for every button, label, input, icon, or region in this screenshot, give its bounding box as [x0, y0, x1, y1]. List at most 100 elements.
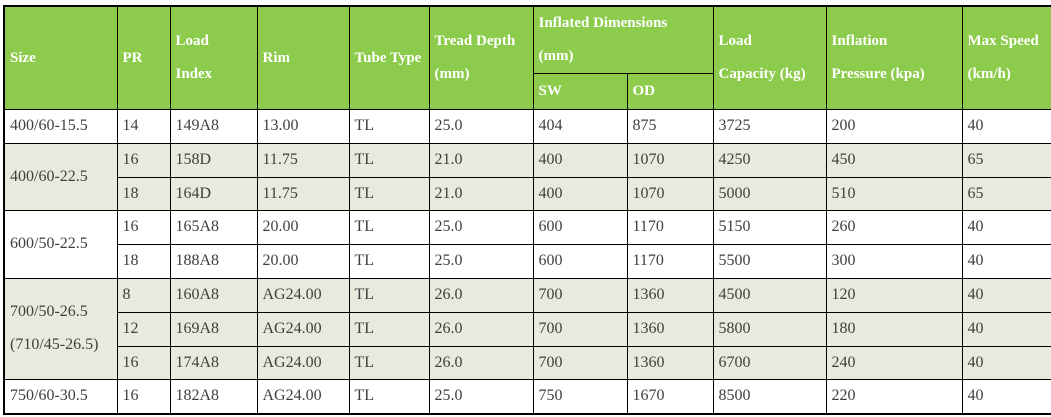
- cell-rim: 20.00: [256, 210, 350, 246]
- cell-sw: 700: [532, 277, 628, 313]
- cell-sw: 700: [532, 311, 628, 347]
- cell-tube-type: TL: [348, 345, 430, 381]
- table-body: 400/60-15.5 14 149A8 13.00 TL 25.0 404 875 3725 2…: [3, 109, 1051, 415]
- cell-tube-type: TL: [348, 379, 430, 415]
- table-row: 18 188A8 20.00 TL 25.0 600 1170 5500 300 40: [4, 244, 1051, 279]
- cell-inflation-pressure: 220: [825, 379, 963, 415]
- cell-sw: 600: [532, 210, 628, 246]
- col-header-inflation-pressure: Inflation Pressure (kpa): [825, 5, 963, 110]
- cell-inflation-pressure: 300: [825, 244, 963, 279]
- cell-load-capacity: 5000: [712, 176, 827, 212]
- col-header-tread-depth: Tread Depth (mm): [428, 5, 534, 110]
- cell-size: 400/60-22.5: [3, 142, 118, 212]
- cell-pr: 8: [116, 277, 171, 313]
- cell-inflation-pressure: 200: [825, 109, 963, 144]
- cell-inflation-pressure: 510: [825, 176, 963, 212]
- col-header-load-index: Load Index: [169, 5, 258, 110]
- cell-size: 600/50-22.5: [3, 210, 118, 279]
- table-row: 12 169A8 AG24.00 TL 26.0 700 1360 5800 180 40: [4, 311, 1051, 347]
- cell-inflation-pressure: 450: [825, 142, 963, 178]
- col-header-rim: Rim: [256, 5, 350, 110]
- table-header: Size PR Load Index Rim Tube Type Tread D…: [3, 5, 1051, 110]
- col-header-sw: SW: [532, 73, 628, 110]
- col-header-size: Size: [3, 5, 118, 110]
- cell-pr: 16: [116, 345, 171, 381]
- cell-rim: 11.75: [256, 176, 350, 212]
- cell-max-speed: 40: [961, 277, 1051, 313]
- cell-rim: AG24.00: [256, 277, 350, 313]
- cell-max-speed: 40: [961, 210, 1051, 246]
- cell-tread-depth: 21.0: [428, 176, 534, 212]
- cell-load-index: 182A8: [169, 379, 258, 415]
- cell-max-speed: 40: [961, 244, 1051, 279]
- cell-max-speed: 40: [961, 311, 1051, 347]
- cell-load-capacity: 4250: [712, 142, 827, 178]
- cell-od: 1070: [626, 142, 714, 178]
- cell-od: 1170: [626, 244, 714, 279]
- col-header-inflated-dimensions: Inflated Dimensions (mm): [532, 5, 714, 74]
- cell-tube-type: TL: [348, 244, 430, 279]
- cell-tread-depth: 25.0: [428, 379, 534, 415]
- cell-od: 1360: [626, 311, 714, 347]
- table-row: 700/50-26.5 (710/45-26.5) 8 160A8 AG24.00 TL…: [3, 277, 1051, 381]
- cell-tread-depth: 26.0: [428, 277, 534, 313]
- cell-size: 700/50-26.5 (710/45-26.5): [3, 277, 118, 381]
- cell-od: 1170: [626, 210, 714, 246]
- cell-load-capacity: 5500: [712, 244, 827, 279]
- cell-load-index: 174A8: [169, 345, 258, 381]
- cell-rim: 11.75: [256, 142, 350, 178]
- table-row: 750/60-30.5 16 182A8 AG24.00 TL 25.0 750 1670 85…: [3, 379, 1051, 415]
- cell-pr: 16: [116, 379, 171, 415]
- cell-load-capacity: 3725: [712, 109, 827, 144]
- cell-size: 750/60-30.5: [3, 379, 118, 415]
- cell-rim: AG24.00: [256, 379, 350, 415]
- cell-sw: 700: [532, 345, 628, 381]
- cell-tube-type: TL: [348, 210, 430, 246]
- cell-max-speed: 40: [961, 109, 1051, 144]
- cell-tube-type: TL: [348, 142, 430, 178]
- cell-inflation-pressure: 240: [825, 345, 963, 381]
- col-header-load-capacity: Load Capacity (kg): [712, 5, 827, 110]
- cell-od: 1070: [626, 176, 714, 212]
- table-row: 400/60-22.5 16 158D 11.75 TL 21.0 400 1070 4250 4…: [3, 142, 1051, 212]
- cell-load-index: 188A8: [169, 244, 258, 279]
- cell-od: 1360: [626, 345, 714, 381]
- cell-tube-type: TL: [348, 311, 430, 347]
- cell-load-capacity: 8500: [712, 379, 827, 415]
- cell-load-capacity: 6700: [712, 345, 827, 381]
- cell-load-capacity: 5150: [712, 210, 827, 246]
- cell-rim: 20.00: [256, 244, 350, 279]
- cell-size: 400/60-15.5: [3, 109, 118, 144]
- cell-tread-depth: 21.0: [428, 142, 534, 178]
- cell-od: 1670: [626, 379, 714, 415]
- table-row: 16 174A8 AG24.00 TL 26.0 700 1360 6700 240 40: [4, 345, 1051, 381]
- cell-load-index: 149A8: [169, 109, 258, 144]
- table-row: 600/50-22.5 16 165A8 20.00 TL 25.0 600 1170 5150…: [3, 210, 1051, 279]
- col-header-tube-type: Tube Type: [348, 5, 430, 110]
- cell-sw: 600: [532, 244, 628, 279]
- cell-rim: AG24.00: [256, 311, 350, 347]
- cell-tube-type: TL: [348, 176, 430, 212]
- cell-pr: 14: [116, 109, 171, 144]
- cell-pr: 16: [116, 142, 171, 178]
- cell-pr: 18: [116, 176, 171, 212]
- cell-tube-type: TL: [348, 277, 430, 313]
- cell-load-capacity: 5800: [712, 311, 827, 347]
- tire-spec-table: Size PR Load Index Rim Tube Type Tread D…: [3, 5, 1051, 416]
- cell-inflation-pressure: 260: [825, 210, 963, 246]
- cell-max-speed: 65: [961, 176, 1051, 212]
- cell-max-speed: 40: [961, 379, 1051, 415]
- col-header-max-speed: Max Speed (km/h): [961, 5, 1051, 110]
- cell-od: 875: [626, 109, 714, 144]
- cell-max-speed: 40: [961, 345, 1051, 381]
- cell-tread-depth: 25.0: [428, 109, 534, 144]
- cell-tread-depth: 25.0: [428, 244, 534, 279]
- table-row: 18 164D 11.75 TL 21.0 400 1070 5000 510 65: [4, 176, 1051, 212]
- cell-tread-depth: 26.0: [428, 311, 534, 347]
- cell-sw: 400: [532, 142, 628, 178]
- cell-sw: 404: [532, 109, 628, 144]
- cell-load-index: 169A8: [169, 311, 258, 347]
- cell-inflation-pressure: 120: [825, 277, 963, 313]
- cell-rim: 13.00: [256, 109, 350, 144]
- cell-sw: 400: [532, 176, 628, 212]
